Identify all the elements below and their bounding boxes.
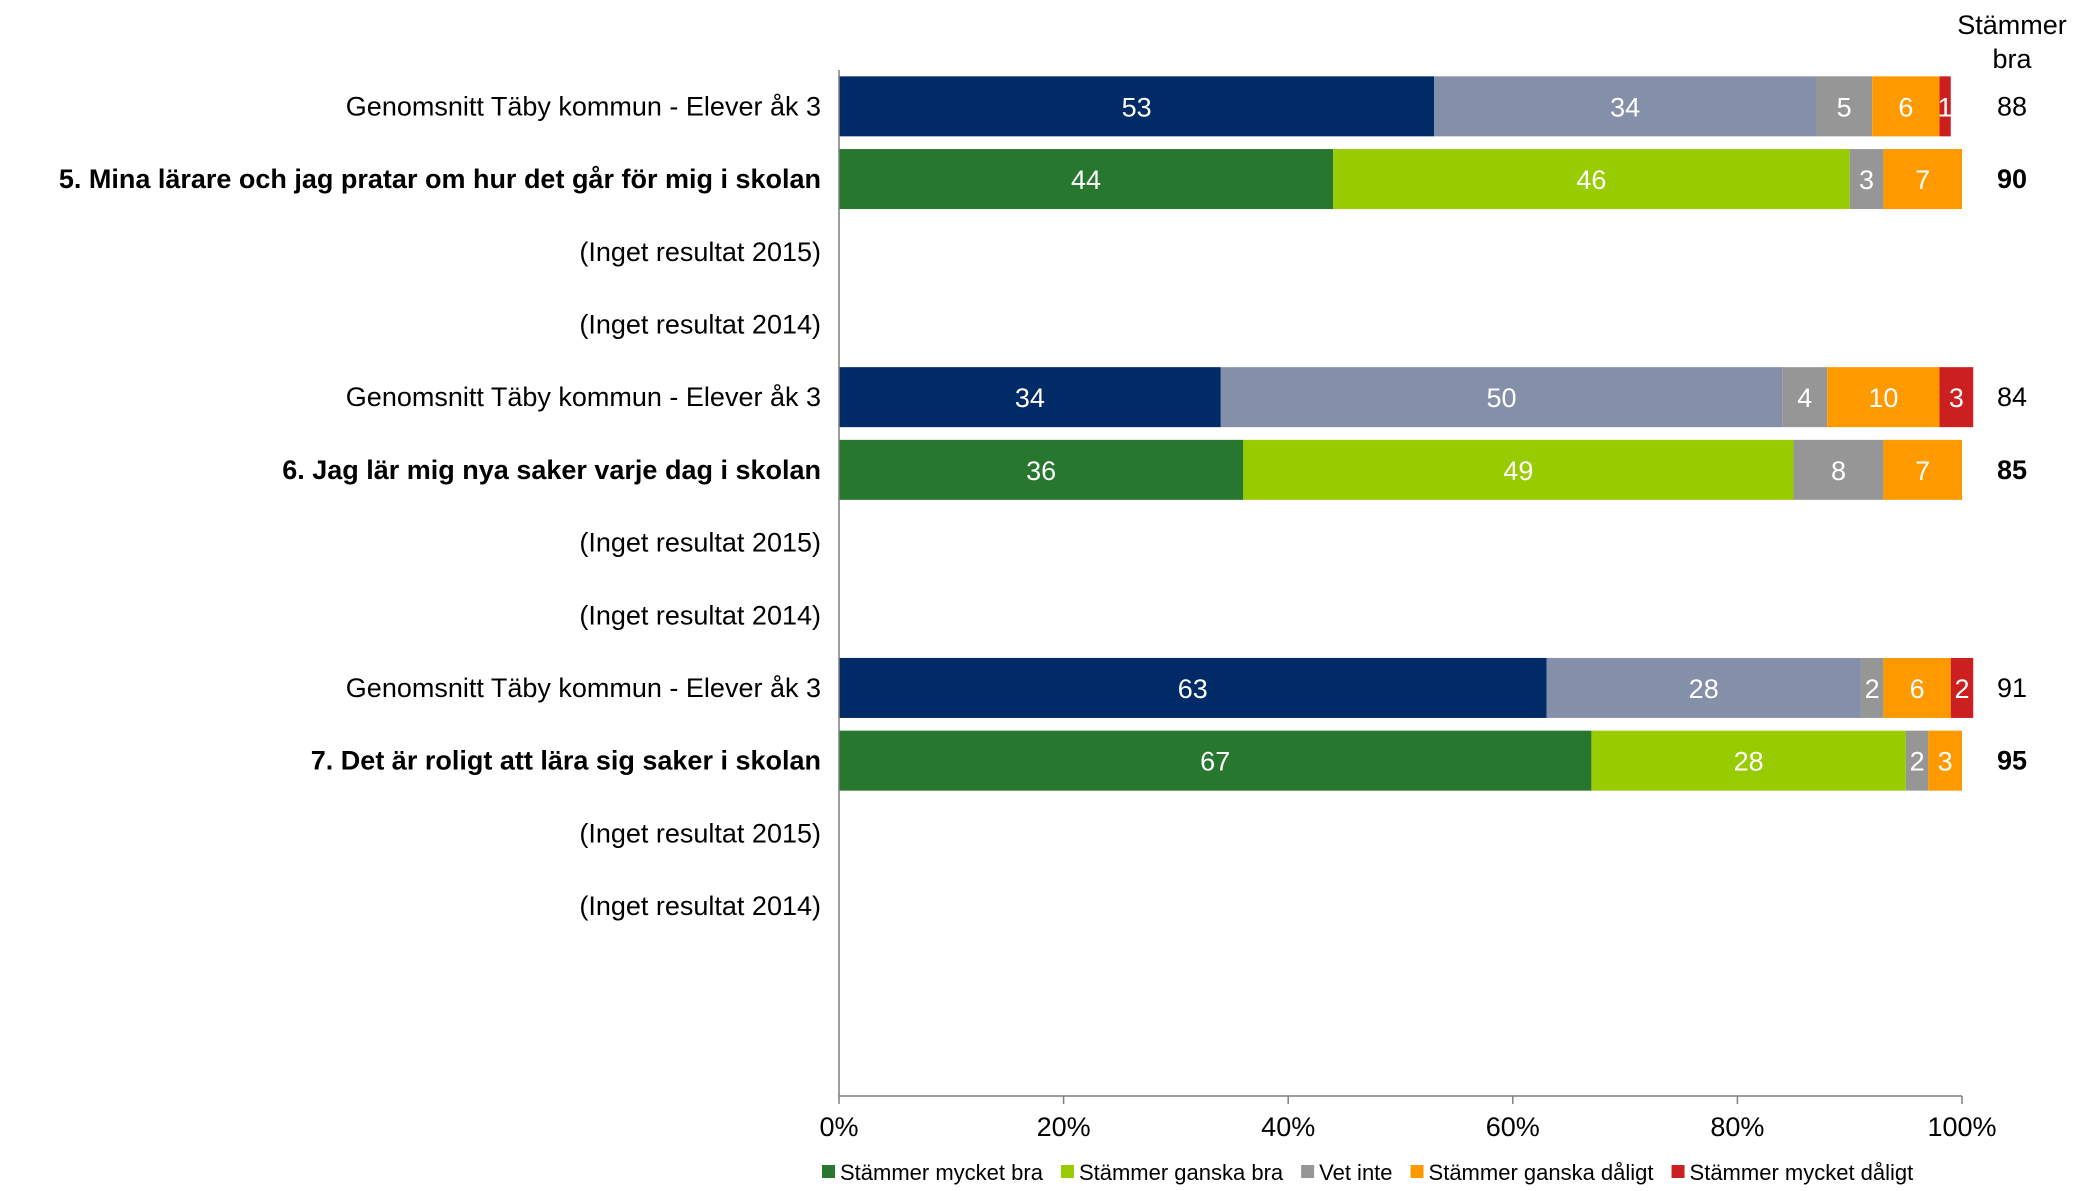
right-header: Stämmer bra bbox=[1957, 10, 2067, 74]
segment-value-label: 7 bbox=[1915, 456, 1930, 486]
legend-swatch bbox=[1410, 1165, 1424, 1178]
legend-swatch bbox=[1671, 1165, 1685, 1178]
bar-segment bbox=[1782, 367, 1828, 428]
right-header-line: bra bbox=[1992, 44, 2032, 74]
bar-segment bbox=[1939, 367, 1974, 428]
segment-value-label: 6 bbox=[1910, 674, 1925, 704]
bar-segment bbox=[1793, 439, 1884, 500]
segment-value-label: 63 bbox=[1178, 674, 1208, 704]
segment-value-label: 2 bbox=[1954, 674, 1969, 704]
legend-label: Stämmer mycket dåligt bbox=[1690, 1160, 1914, 1185]
segment-value-label: 28 bbox=[1689, 674, 1719, 704]
no-result-label: (Inget resultat 2015) bbox=[579, 818, 821, 848]
no-result-label: (Inget resultat 2015) bbox=[579, 528, 821, 558]
segment-value-label: 3 bbox=[1949, 383, 1964, 413]
bar-segment bbox=[1243, 439, 1794, 500]
question-label: 6. Jag lär mig nya saker varje dag i sko… bbox=[282, 455, 821, 485]
segment-value-label: 3 bbox=[1938, 747, 1953, 777]
segment-value-label: 50 bbox=[1487, 383, 1517, 413]
x-tick-label: 40% bbox=[1261, 1112, 1315, 1142]
bar-segment bbox=[1546, 657, 1861, 718]
legend-label: Stämmer mycket bra bbox=[840, 1160, 1044, 1185]
segment-value-label: 34 bbox=[1610, 92, 1640, 122]
segment-value-label: 28 bbox=[1734, 747, 1764, 777]
segment-value-label: 6 bbox=[1898, 92, 1913, 122]
total-value: 91 bbox=[1997, 673, 2027, 703]
total-value: 88 bbox=[1997, 91, 2027, 121]
no-result-label: (Inget resultat 2014) bbox=[579, 891, 821, 921]
chart-rows: Genomsnitt Täby kommun - Elever åk 3 53 34… bbox=[59, 76, 2027, 921]
bar-segment bbox=[839, 657, 1547, 718]
average-label: Genomsnitt Täby kommun - Elever åk 3 bbox=[346, 673, 821, 703]
bar-segment bbox=[1905, 730, 1929, 791]
segment-value-label: 67 bbox=[1200, 747, 1230, 777]
segment-value-label: 44 bbox=[1071, 165, 1101, 195]
x-axis: 0% 20% 40% 60% 80% 100% bbox=[819, 70, 1997, 1142]
segment-value-label: 2 bbox=[1910, 747, 1925, 777]
x-tick-label: 100% bbox=[1927, 1112, 1996, 1142]
segment-value-label: 7 bbox=[1915, 165, 1930, 195]
bar-segment bbox=[1883, 657, 1951, 718]
no-result-label: (Inget resultat 2014) bbox=[579, 600, 821, 630]
bar-segment bbox=[839, 149, 1334, 210]
bar-segment bbox=[1816, 76, 1873, 137]
x-tick-label: 20% bbox=[1037, 1112, 1091, 1142]
legend-swatch bbox=[1301, 1165, 1315, 1178]
bar-segment bbox=[1333, 149, 1850, 210]
segment-value-label: 2 bbox=[1865, 674, 1880, 704]
average-label: Genomsnitt Täby kommun - Elever åk 3 bbox=[346, 91, 821, 121]
segment-value-label: 53 bbox=[1122, 92, 1152, 122]
segment-value-label: 34 bbox=[1015, 383, 1045, 413]
question-label: 5. Mina lärare och jag pratar om hur det… bbox=[59, 164, 821, 194]
total-value: 85 bbox=[1997, 455, 2027, 485]
bar-segment bbox=[1928, 730, 1962, 791]
bar-segment bbox=[839, 76, 1435, 137]
bar-segment bbox=[839, 367, 1221, 428]
bar-segment bbox=[1939, 76, 1951, 137]
x-tick-label: 0% bbox=[819, 1112, 858, 1142]
bar-segment bbox=[1872, 76, 1940, 137]
no-result-label: (Inget resultat 2015) bbox=[579, 237, 821, 267]
x-tick-label: 80% bbox=[1710, 1112, 1764, 1142]
bar-segment bbox=[1849, 149, 1884, 210]
segment-value-label: 1 bbox=[1938, 92, 1953, 122]
question-label: 7. Det är roligt att lära sig saker i sk… bbox=[311, 746, 821, 776]
bar-segment bbox=[1827, 367, 1940, 428]
segment-value-label: 0 bbox=[1966, 456, 1981, 486]
total-value: 90 bbox=[1997, 164, 2027, 194]
legend-swatch bbox=[1060, 1165, 1074, 1178]
legend: Stämmer mycket bra Stämmer ganska bra Vet … bbox=[822, 1160, 1913, 1185]
segment-value-label: 4 bbox=[1797, 383, 1812, 413]
segment-value-label: 5 bbox=[1837, 92, 1852, 122]
no-result-label: (Inget resultat 2014) bbox=[579, 309, 821, 339]
segment-value-label: 46 bbox=[1576, 165, 1606, 195]
segment-value-label: 36 bbox=[1026, 456, 1056, 486]
legend-label: Stämmer ganska dåligt bbox=[1429, 1160, 1654, 1185]
bar-segment bbox=[1883, 149, 1962, 210]
bar-segment bbox=[1591, 730, 1906, 791]
legend-label: Vet inte bbox=[1319, 1160, 1392, 1185]
bar-segment bbox=[1434, 76, 1817, 137]
bar-segment bbox=[1220, 367, 1783, 428]
bar-segment bbox=[839, 730, 1592, 791]
x-tick-label: 60% bbox=[1486, 1112, 1540, 1142]
segment-value-label: 3 bbox=[1859, 165, 1874, 195]
total-value: 95 bbox=[1997, 746, 2027, 776]
right-header-line: Stämmer bbox=[1957, 10, 2067, 40]
segment-value-label: 0 bbox=[1966, 747, 1981, 777]
segment-value-label: 10 bbox=[1868, 383, 1898, 413]
bar-segment bbox=[1860, 657, 1884, 718]
legend-label: Stämmer ganska bra bbox=[1079, 1160, 1284, 1185]
segment-value-label: 0 bbox=[1966, 165, 1981, 195]
segment-value-label: 8 bbox=[1831, 456, 1846, 486]
bar-segment bbox=[1950, 657, 1974, 718]
legend-swatch bbox=[822, 1165, 835, 1178]
total-value: 84 bbox=[1997, 382, 2027, 412]
average-label: Genomsnitt Täby kommun - Elever åk 3 bbox=[346, 382, 821, 412]
bar-segment bbox=[839, 439, 1244, 500]
bar-segment bbox=[1883, 439, 1962, 500]
segment-value-label: 49 bbox=[1503, 456, 1533, 486]
